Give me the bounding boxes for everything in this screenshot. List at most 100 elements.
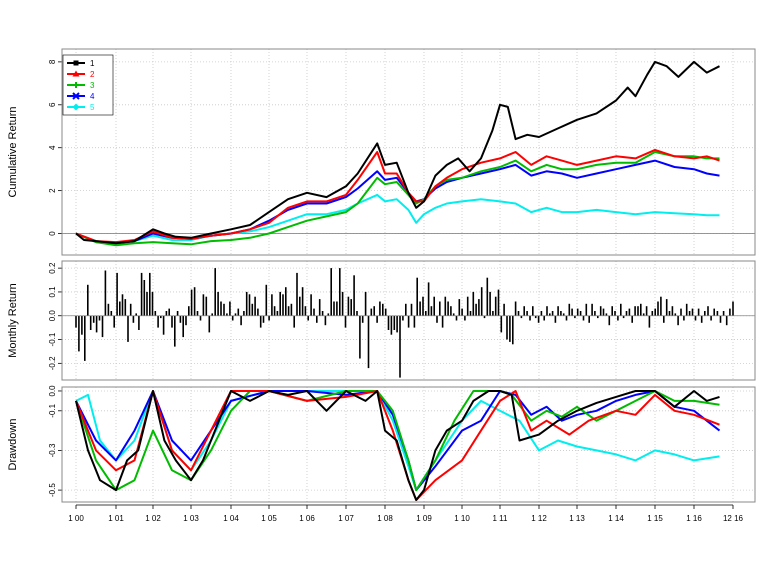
monthly-bar bbox=[307, 315, 309, 321]
monthly-bar bbox=[532, 306, 534, 316]
monthly-bar bbox=[234, 313, 237, 316]
drawdown-series-1 bbox=[75, 390, 720, 501]
monthly-bar bbox=[190, 289, 193, 316]
monthly-bar bbox=[119, 301, 121, 316]
monthly-bar bbox=[480, 287, 483, 316]
monthly-bar bbox=[729, 308, 731, 316]
monthly-bar bbox=[396, 315, 398, 333]
monthly-ytick-label: 0.0 bbox=[48, 310, 57, 322]
monthly-bar bbox=[273, 306, 276, 316]
legend: 1 2 3 4 5 bbox=[62, 54, 114, 116]
monthly-bar bbox=[719, 315, 722, 323]
monthly-bar bbox=[637, 306, 639, 316]
monthly-bar bbox=[455, 315, 458, 321]
drawdown-ytick-label: -0.3 bbox=[48, 443, 57, 457]
monthly-bar bbox=[87, 284, 89, 316]
monthly-ytick-label: 0.1 bbox=[48, 286, 57, 298]
monthly-bar bbox=[336, 301, 338, 316]
drawdown-ytick-label: -0.1 bbox=[48, 403, 57, 417]
monthly-bar bbox=[478, 299, 480, 316]
monthly-return-panel: -0.2 -0.1 0.0 0.1 0.2 Monthly Return bbox=[7, 260, 756, 381]
cumulative-ytick-label: 0 bbox=[48, 231, 57, 236]
x-tick-label: 1 08 bbox=[377, 514, 393, 523]
monthly-bar bbox=[285, 287, 287, 316]
monthly-bar bbox=[447, 301, 449, 316]
monthly-bar bbox=[602, 308, 605, 316]
monthly-bar bbox=[668, 311, 671, 316]
drawdown-panel: -0.5 -0.3 -0.1 0.0 Drawdown bbox=[7, 385, 756, 503]
monthly-bar bbox=[101, 315, 104, 338]
monthly-bar bbox=[370, 308, 373, 316]
monthly-ytick-label: 0.2 bbox=[48, 262, 57, 274]
monthly-bar bbox=[436, 315, 438, 323]
monthly-bar bbox=[223, 303, 225, 316]
monthly-bar bbox=[640, 303, 642, 316]
monthly-bar bbox=[124, 299, 127, 316]
monthly-bar bbox=[562, 313, 565, 316]
monthly-bar bbox=[497, 289, 500, 316]
monthly-bar bbox=[313, 308, 315, 316]
monthly-bar bbox=[257, 308, 259, 316]
legend-marker-3 bbox=[73, 82, 79, 88]
cumulative-ytick-label: 4 bbox=[48, 145, 57, 150]
monthly-bar bbox=[534, 315, 537, 319]
drawdown-ylabel: Drawdown bbox=[7, 419, 19, 471]
monthly-bar bbox=[591, 303, 593, 316]
monthly-bar bbox=[160, 315, 162, 319]
monthly-bar bbox=[301, 287, 304, 316]
monthly-bar bbox=[138, 315, 140, 330]
monthly-bar bbox=[262, 315, 265, 323]
monthly-bar bbox=[188, 306, 190, 316]
monthly-bar bbox=[265, 284, 268, 316]
monthly-bar bbox=[439, 301, 441, 316]
monthly-bar bbox=[296, 272, 298, 316]
monthly-bar bbox=[725, 315, 728, 326]
monthly-bar bbox=[382, 303, 384, 316]
monthly-bar bbox=[387, 315, 390, 330]
monthly-bar bbox=[674, 313, 677, 316]
monthly-bar bbox=[625, 311, 628, 316]
legend-marker-5 bbox=[72, 103, 80, 111]
monthly-bar bbox=[617, 315, 619, 321]
monthly-bar bbox=[196, 311, 199, 316]
monthly-bar bbox=[407, 315, 410, 328]
monthly-bar bbox=[529, 315, 531, 321]
monthly-bar bbox=[560, 311, 562, 316]
x-tick-label: 1 13 bbox=[569, 514, 585, 523]
monthly-bar bbox=[683, 315, 685, 321]
monthly-bar bbox=[240, 315, 242, 326]
x-tick-label: 1 12 bbox=[531, 514, 547, 523]
cumulative-ylabel: Cumulative Return bbox=[7, 106, 19, 197]
monthly-bar bbox=[710, 315, 712, 321]
monthly-bar bbox=[248, 294, 251, 316]
monthly-bar bbox=[413, 315, 416, 328]
legend-label-2: 2 bbox=[90, 70, 95, 79]
monthly-bar bbox=[565, 315, 568, 321]
monthly-bar bbox=[605, 313, 608, 316]
monthly-bar bbox=[540, 311, 543, 316]
monthly-bar bbox=[75, 315, 77, 328]
monthly-bar bbox=[185, 315, 187, 326]
monthly-bar bbox=[503, 303, 505, 316]
monthly-bar bbox=[107, 303, 110, 316]
monthly-bar bbox=[208, 315, 211, 333]
monthly-bar bbox=[582, 315, 585, 321]
monthly-bar bbox=[151, 291, 154, 316]
monthly-bar bbox=[231, 315, 234, 321]
monthly-ytick-label: -0.2 bbox=[48, 356, 57, 370]
monthly-bar bbox=[347, 296, 350, 316]
monthly-bar bbox=[410, 303, 413, 316]
monthly-bar bbox=[509, 315, 511, 342]
x-tick-label: 1 03 bbox=[183, 514, 199, 523]
monthly-bar bbox=[113, 315, 115, 328]
monthly-bar bbox=[78, 315, 80, 352]
monthly-bar bbox=[551, 311, 554, 316]
monthly-bar bbox=[514, 301, 517, 316]
monthly-bar bbox=[364, 291, 367, 316]
monthly-bar bbox=[523, 306, 525, 316]
x-tick-label: 12 16 bbox=[723, 514, 744, 523]
cumulative-series-2 bbox=[75, 148, 720, 244]
monthly-bar bbox=[576, 308, 579, 316]
monthly-bar bbox=[599, 306, 602, 316]
monthly-bar bbox=[321, 311, 324, 316]
